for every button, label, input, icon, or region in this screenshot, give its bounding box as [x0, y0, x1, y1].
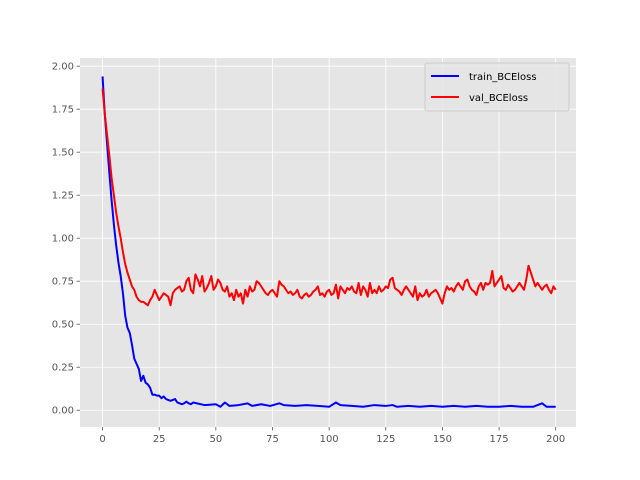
series-line-train_BCEloss [101, 76, 556, 408]
y-tick-label: 0.75 [52, 277, 74, 288]
plot-area [80, 58, 576, 427]
y-tick-label: 1.75 [52, 105, 74, 116]
y-axis: 0.00 0.25 0.50 0.75 1.00 1.25 1.50 1.75 2.00 [52, 62, 80, 417]
y-tick-label: 2.00 [52, 62, 74, 73]
x-tick-label: 0 [99, 434, 105, 445]
x-tick-label: 25 [153, 434, 166, 445]
x-axis: 0 25 50 75 100 125 150 175 200 [99, 427, 565, 445]
legend-label-val: val_BCEloss [469, 93, 528, 104]
series-layer [101, 76, 557, 408]
series-line-val_BCEloss [101, 88, 557, 307]
y-tick-label: 0.50 [52, 320, 74, 331]
grid [80, 58, 576, 427]
legend-box [424, 62, 570, 112]
legend-label-train: train_BCEloss [469, 72, 537, 83]
x-tick-label: 100 [320, 434, 339, 445]
y-tick-label: 0.25 [52, 363, 74, 374]
y-tick-label: 1.50 [52, 148, 74, 159]
x-tick-label: 75 [266, 434, 279, 445]
x-tick-label: 150 [433, 434, 452, 445]
y-tick-label: 0.00 [52, 406, 74, 417]
x-tick-label: 175 [490, 434, 509, 445]
legend: train_BCEloss val_BCEloss [424, 62, 570, 112]
x-tick-label: 50 [209, 434, 222, 445]
plot-background [80, 58, 576, 427]
y-tick-label: 1.00 [52, 234, 74, 245]
x-tick-label: 125 [376, 434, 395, 445]
x-tick-label: 200 [546, 434, 565, 445]
y-tick-label: 1.25 [52, 191, 74, 202]
